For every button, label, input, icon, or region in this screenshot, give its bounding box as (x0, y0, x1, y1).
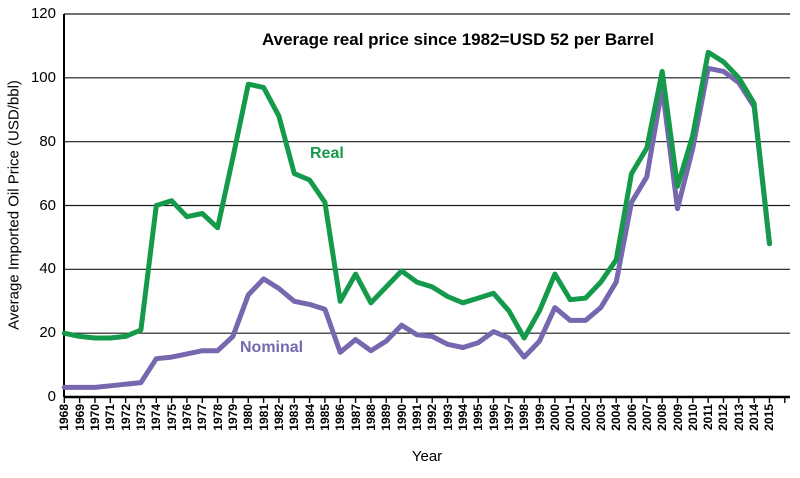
x-tick-label: 1990 (394, 404, 409, 431)
x-tick-label: 2011 (701, 404, 716, 431)
x-tick-label: 1994 (455, 404, 470, 431)
x-tick-label: 1973 (133, 404, 148, 431)
x-tick-label: 1998 (517, 404, 532, 431)
y-tick-label: 60 (39, 196, 56, 214)
real-line (61, 49, 772, 341)
x-tick-label: 1997 (501, 404, 516, 431)
x-tick-label: 1985 (317, 404, 332, 431)
x-tick-label: 1986 (333, 404, 348, 431)
x-tick-label: 2002 (578, 404, 593, 431)
x-tick-label: 1975 (164, 404, 179, 431)
x-tick-label: 1968 (57, 404, 72, 431)
x-tick-label: 1981 (256, 404, 271, 431)
x-tick-label: 2014 (747, 404, 762, 431)
y-tick-label: 80 (39, 132, 56, 150)
x-axis-title: Year (411, 448, 443, 465)
nominal-series-label: Nominal (240, 339, 304, 356)
x-tick-label: 1974 (149, 404, 164, 431)
x-tick-label: 1983 (287, 404, 302, 431)
x-tick-label: 1977 (195, 404, 210, 431)
x-tick-label: 1992 (425, 404, 440, 431)
x-tick-label: 1976 (179, 404, 194, 431)
x-tick-label: 1999 (532, 404, 547, 431)
x-tick-label: 1972 (118, 404, 133, 431)
x-tick-label: 1984 (302, 404, 317, 431)
x-tick-label: 1979 (225, 404, 240, 431)
x-tick-label: 2000 (547, 404, 562, 431)
y-tick-label: 120 (30, 5, 56, 22)
y-tick-label: 100 (30, 68, 56, 86)
x-tick-label: 2004 (609, 404, 624, 431)
nominal-line (61, 65, 772, 390)
x-tick-label: 1996 (486, 404, 501, 431)
x-tick-label: 1982 (271, 404, 286, 431)
x-tick-label: 2008 (655, 404, 670, 431)
x-tick-label: 1995 (471, 404, 486, 431)
x-tick-label: 2001 (563, 404, 578, 431)
x-tick-label: 1991 (409, 404, 424, 431)
x-tick-label: 2015 (762, 404, 777, 431)
x-tick-label: 1970 (87, 404, 102, 431)
x-tick-label: 2006 (624, 404, 639, 431)
x-tick-label: 2013 (731, 404, 746, 431)
real-series-label: Real (310, 145, 344, 162)
y-axis-title: Average Imported Oil Price (USD/bbl) (5, 80, 23, 330)
x-tick-label: 1993 (440, 404, 455, 431)
chart-annotation: Average real price since 1982=USD 52 per… (262, 30, 655, 49)
x-tick-label: 2003 (593, 404, 608, 431)
y-tick-label: 40 (39, 260, 56, 278)
x-tick-label: 1980 (241, 404, 256, 431)
x-tick-label: 1989 (379, 404, 394, 431)
x-tick-label: 1978 (210, 404, 225, 431)
x-tick-label: 2012 (716, 404, 731, 431)
y-tick-label: 20 (39, 324, 56, 342)
x-tick-label: 2010 (685, 404, 700, 431)
x-tick-label: 2007 (639, 404, 654, 431)
x-tick-label: 2009 (670, 404, 685, 431)
x-tick-label: 1971 (103, 404, 118, 431)
x-tick-label: 1969 (72, 404, 87, 431)
x-tick-label: 1987 (348, 404, 363, 431)
x-tick-label: 1988 (363, 404, 378, 431)
y-tick-label: 0 (47, 388, 56, 405)
